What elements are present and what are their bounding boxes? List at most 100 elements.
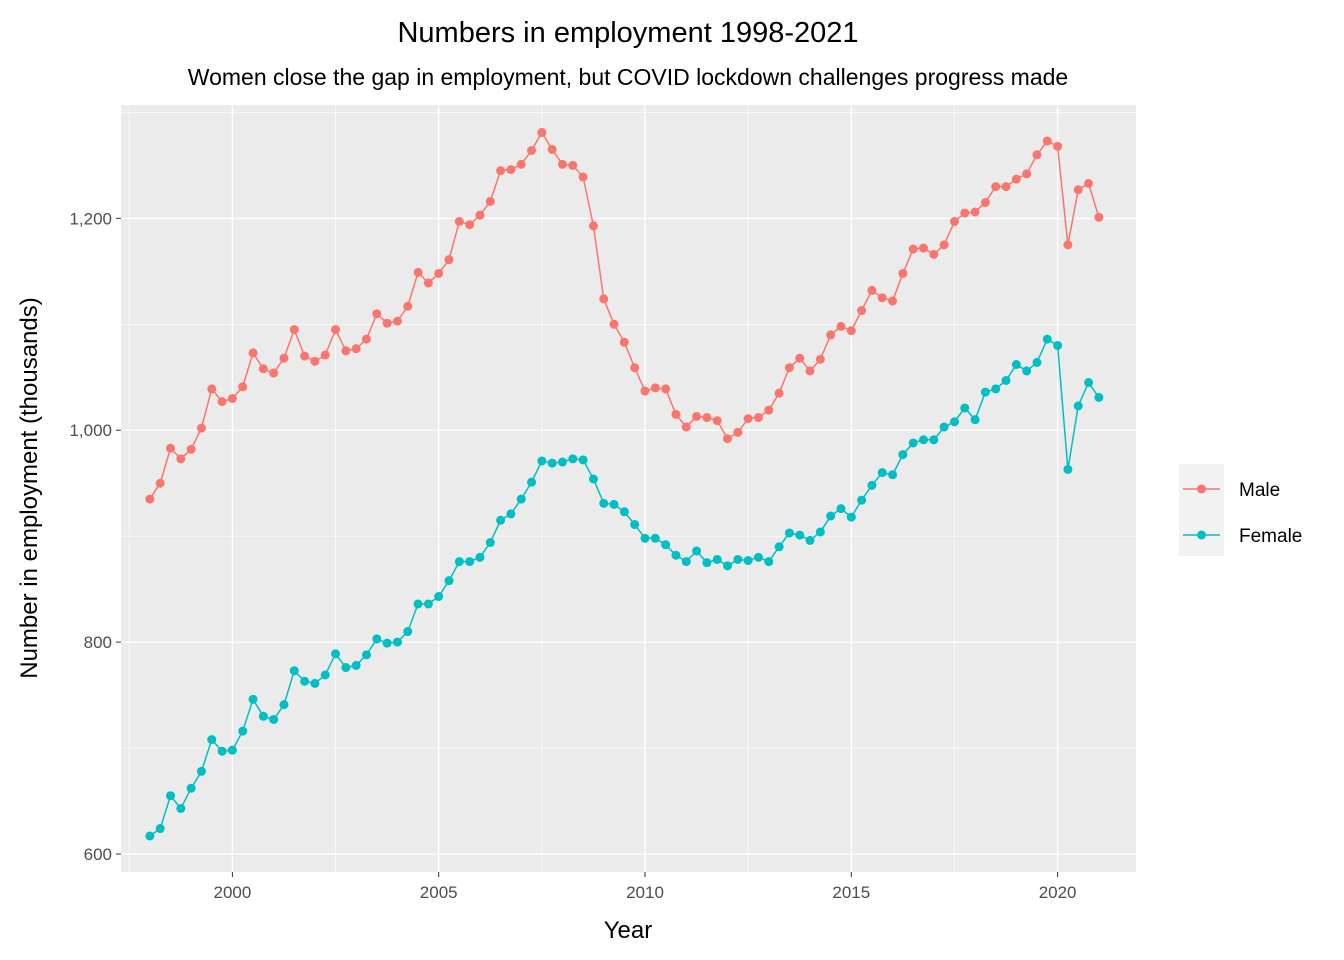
data-point-female: [372, 634, 382, 644]
data-point-female: [248, 694, 258, 704]
data-point-male: [599, 294, 609, 304]
data-point-female: [1053, 340, 1063, 350]
data-point-male: [506, 165, 516, 175]
data-point-male: [671, 409, 681, 419]
data-point-female: [475, 552, 485, 562]
data-point-female: [496, 515, 506, 525]
data-point-male: [908, 244, 918, 254]
data-point-female: [331, 649, 341, 659]
data-point-female: [454, 557, 464, 567]
data-point-male: [300, 351, 310, 361]
data-point-female: [578, 455, 588, 465]
data-point-male: [1042, 136, 1052, 146]
chart-title: Numbers in employment 1998-2021: [397, 17, 858, 49]
data-point-male: [1011, 174, 1021, 184]
data-point-female: [826, 511, 836, 521]
data-point-female: [970, 415, 980, 425]
data-point-female: [805, 535, 815, 545]
series-layer: [145, 128, 1104, 841]
data-point-male: [485, 196, 495, 206]
data-point-male: [238, 382, 248, 392]
data-point-male: [888, 296, 898, 306]
data-point-male: [661, 384, 671, 394]
series-male: [145, 128, 1104, 504]
data-point-male: [248, 348, 258, 358]
data-point-female: [681, 557, 691, 567]
data-point-female: [888, 470, 898, 480]
data-point-male: [939, 240, 949, 250]
data-point-male: [176, 454, 186, 464]
data-point-male: [196, 423, 206, 433]
data-point-female: [392, 637, 402, 647]
data-point-female: [382, 638, 392, 648]
data-point-female: [547, 458, 557, 468]
data-point-male: [588, 221, 598, 231]
data-point-male: [784, 363, 794, 373]
data-point-female: [1042, 334, 1052, 344]
data-point-female: [712, 554, 722, 564]
data-point-male: [362, 334, 371, 344]
y-tick-label: 600: [84, 845, 112, 864]
legend-item-female: Female: [1183, 526, 1302, 547]
data-point-male: [568, 160, 578, 170]
data-point-female: [568, 454, 578, 464]
data-point-female: [588, 474, 598, 484]
data-point-male: [1084, 178, 1094, 188]
chart-subtitle: Women close the gap in employment, but C…: [188, 64, 1068, 90]
data-point-male: [774, 388, 784, 398]
data-point-female: [919, 435, 929, 445]
legend-key-point-female: [1197, 530, 1206, 540]
data-point-male: [413, 267, 423, 277]
data-point-female: [341, 663, 351, 673]
data-point-female: [898, 450, 908, 460]
data-point-female: [227, 745, 237, 755]
data-point-male: [331, 325, 341, 335]
data-point-female: [846, 512, 856, 522]
data-point-female: [557, 457, 567, 467]
data-point-male: [1001, 182, 1011, 192]
data-point-male: [991, 182, 1001, 192]
data-point-male: [1094, 212, 1104, 222]
data-point-male: [764, 405, 774, 415]
data-point-female: [949, 417, 959, 427]
data-point-male: [351, 344, 361, 354]
data-point-female: [300, 676, 310, 686]
data-point-male: [289, 325, 299, 335]
data-point-male: [496, 166, 506, 176]
data-point-female: [599, 498, 609, 508]
data-point-female: [485, 538, 495, 548]
data-point-male: [166, 443, 176, 453]
data-point-male: [547, 144, 557, 154]
y-tick-label: 800: [84, 633, 112, 652]
y-axis-title: Number in employment (thousands): [16, 297, 43, 679]
data-point-male: [867, 285, 877, 295]
data-point-female: [423, 599, 433, 609]
data-point-female: [1084, 378, 1094, 388]
legend-label-female: Female: [1239, 526, 1302, 547]
data-point-male: [702, 413, 712, 423]
data-point-male: [692, 411, 702, 421]
data-point-female: [1022, 366, 1032, 376]
data-point-male: [919, 243, 929, 253]
data-point-male: [681, 422, 691, 432]
data-point-male: [227, 393, 237, 403]
data-point-male: [960, 208, 970, 218]
data-point-female: [929, 435, 939, 445]
data-point-female: [609, 499, 619, 509]
data-point-female: [1063, 464, 1073, 474]
series-female: [145, 334, 1104, 841]
data-point-male: [1022, 169, 1032, 179]
data-point-male: [423, 278, 433, 288]
data-point-female: [908, 438, 918, 448]
data-point-male: [537, 128, 547, 138]
data-point-male: [898, 268, 908, 278]
legend-key-background: [1179, 464, 1224, 556]
data-point-female: [527, 477, 537, 487]
data-point-male: [372, 309, 382, 319]
data-point-male: [403, 301, 413, 311]
data-point-male: [1032, 150, 1042, 160]
data-point-female: [1032, 357, 1042, 367]
data-point-female: [991, 384, 1001, 394]
x-axis-title: Year: [604, 917, 653, 944]
data-point-male: [723, 434, 733, 444]
